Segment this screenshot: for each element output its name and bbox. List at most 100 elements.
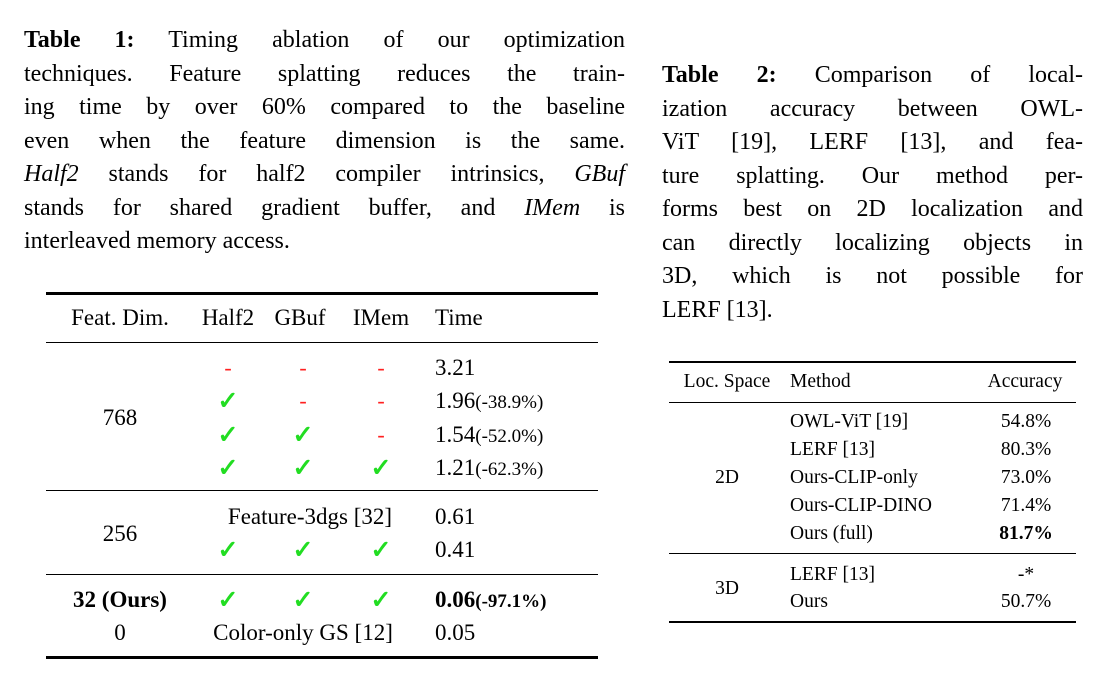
method-cell: LERF [13] [790,439,876,460]
caption-line: Half2 stands for half2 compiler intrinsi… [24,158,625,192]
table2-group-rule [669,553,1076,555]
caption-line: even when the feature dimension is the s… [24,125,625,159]
method-cell: Ours-CLIP-DINO [790,495,932,516]
caption-text: GBuf [574,161,625,187]
table2-bottom-rule [669,621,1076,624]
time-cell: 0.06(-97.1%) [435,587,546,613]
method-cell: LERF [13] [790,564,876,585]
time-cell: 1.54(-52.0%) [435,422,543,448]
feat-dim-cell: 32 (Ours) [73,587,167,612]
check-icon: ✓ [370,587,392,614]
time-cell: 1.21(-62.3%) [435,455,543,481]
caption-line: forms best on 2D localization and [662,193,1083,227]
loc-space-cell: 3D [715,577,739,599]
table2-top-rule [669,361,1076,364]
check-icon: ✓ [370,455,392,482]
table1-bottom-rule [46,656,598,659]
time-value: 0.41 [435,537,476,562]
accuracy-cell: 50.7% [1000,591,1052,612]
table1-header: GBuf [274,305,326,330]
caption-text: ing time by over 60% compared to the bas… [24,94,625,120]
caption-text: stands for half2 compiler intrinsics, [78,161,575,187]
dash-icon: - [224,355,232,380]
table1-group-rule [46,490,598,492]
caption-line: techniques. Feature splatting reduces th… [24,58,625,92]
caption-line: ViT [19], LERF [13], and fea- [662,126,1083,160]
accuracy-cell: 71.4% [1000,495,1052,516]
accuracy-cell: -* [1017,564,1035,585]
table1-header-rule [46,342,598,344]
accuracy-cell: 73.0% [1000,467,1052,488]
feat-dim-cell: 768 [102,405,138,430]
time-cell: 1.96(-38.9%) [435,388,543,414]
dash-icon: - [299,388,307,413]
time-value: 1.96 [435,388,476,413]
caption-text: LERF [13]. [662,296,773,323]
table1-top-rule [46,292,598,295]
feat-dim-cell: 0 [114,620,126,645]
caption-text: is [580,194,626,221]
check-icon: ✓ [217,587,239,614]
method-span-cell: Color-only GS [12] [213,620,393,645]
dash-icon: - [377,422,385,447]
check-icon: ✓ [217,422,239,449]
loc-space-cell: 2D [715,467,739,488]
table2-header: Accuracy [987,371,1063,392]
check-icon: ✓ [370,537,392,564]
caption-text: ture splatting. Our method per- [662,162,1083,189]
table2-header-rule [669,402,1076,404]
caption-line: ing time by over 60% compared to the bas… [24,91,625,125]
caption-line: stands for shared gradient buffer, and I… [24,192,625,226]
time-value: 0.61 [435,504,476,529]
table2-header: Method [790,371,851,392]
caption-line: 3D, which is not possible for [662,260,1083,294]
caption-line: LERF [13]. [662,294,1083,328]
caption-line: can directly localizing objects in [662,227,1083,261]
method-span-cell: Feature-3dgs [32] [227,504,393,529]
time-cell: 0.41 [435,537,475,563]
table-label: Table 1: [24,27,135,53]
caption-text: IMem [524,194,581,221]
caption-line: Table 2: Comparison of local- [662,59,1083,93]
caption-line: Table 1: Timing ablation of our optimiza… [24,24,625,58]
method-cell: Ours-CLIP-only [790,467,918,488]
time-value: 0.05 [435,620,476,645]
time-value: 0.06 [435,587,476,612]
table-label: Table 2: [662,62,777,88]
caption-text: stands for shared gradient buffer, and [24,194,525,221]
time-delta: (-52.0%) [475,426,544,447]
time-cell: 0.05 [435,620,475,646]
caption-text: Timing ablation of our optimization [134,27,625,53]
caption-text: interleaved memory access. [24,228,290,254]
table1-header: Time [435,305,483,330]
caption-line: ization accuracy between OWL- [662,93,1083,127]
table1-header: IMem [352,305,410,330]
accuracy-cell: 81.7% [999,523,1053,544]
caption-text: ViT [19], LERF [13], and fea- [662,129,1083,155]
table1-caption: Table 1: Timing ablation of our optimiza… [24,24,625,259]
feat-dim-cell: 256 [102,520,138,546]
caption-text: can directly localizing objects in [662,229,1083,256]
table1-header: Half2 [201,305,255,330]
method-cell: Ours (full) [790,523,873,544]
accuracy-cell: 54.8% [1000,411,1052,432]
check-icon: ✓ [217,537,239,564]
time-value: 1.54 [435,422,476,447]
dash-icon: - [377,388,385,413]
caption-text: techniques. Feature splatting reduces th… [24,60,625,87]
method-cell: Ours [790,591,828,612]
table1-header: Feat. Dim. [71,305,169,330]
table2-caption: Table 2: Comparison of local-ization acc… [662,59,1083,327]
caption-text: Half2 [24,161,79,187]
check-icon: ✓ [292,422,314,449]
caption-line: interleaved memory access. [24,225,625,259]
time-delta: (-62.3%) [475,459,544,480]
check-icon: ✓ [217,388,239,415]
caption-text: Comparison of local- [776,62,1083,88]
check-icon: ✓ [217,455,239,482]
caption-text: forms best on 2D localization and [662,196,1083,222]
time-value: 1.21 [435,455,476,480]
time-value: 3.21 [435,355,476,380]
time-cell: 0.61 [435,504,475,530]
dash-icon: - [299,355,307,380]
